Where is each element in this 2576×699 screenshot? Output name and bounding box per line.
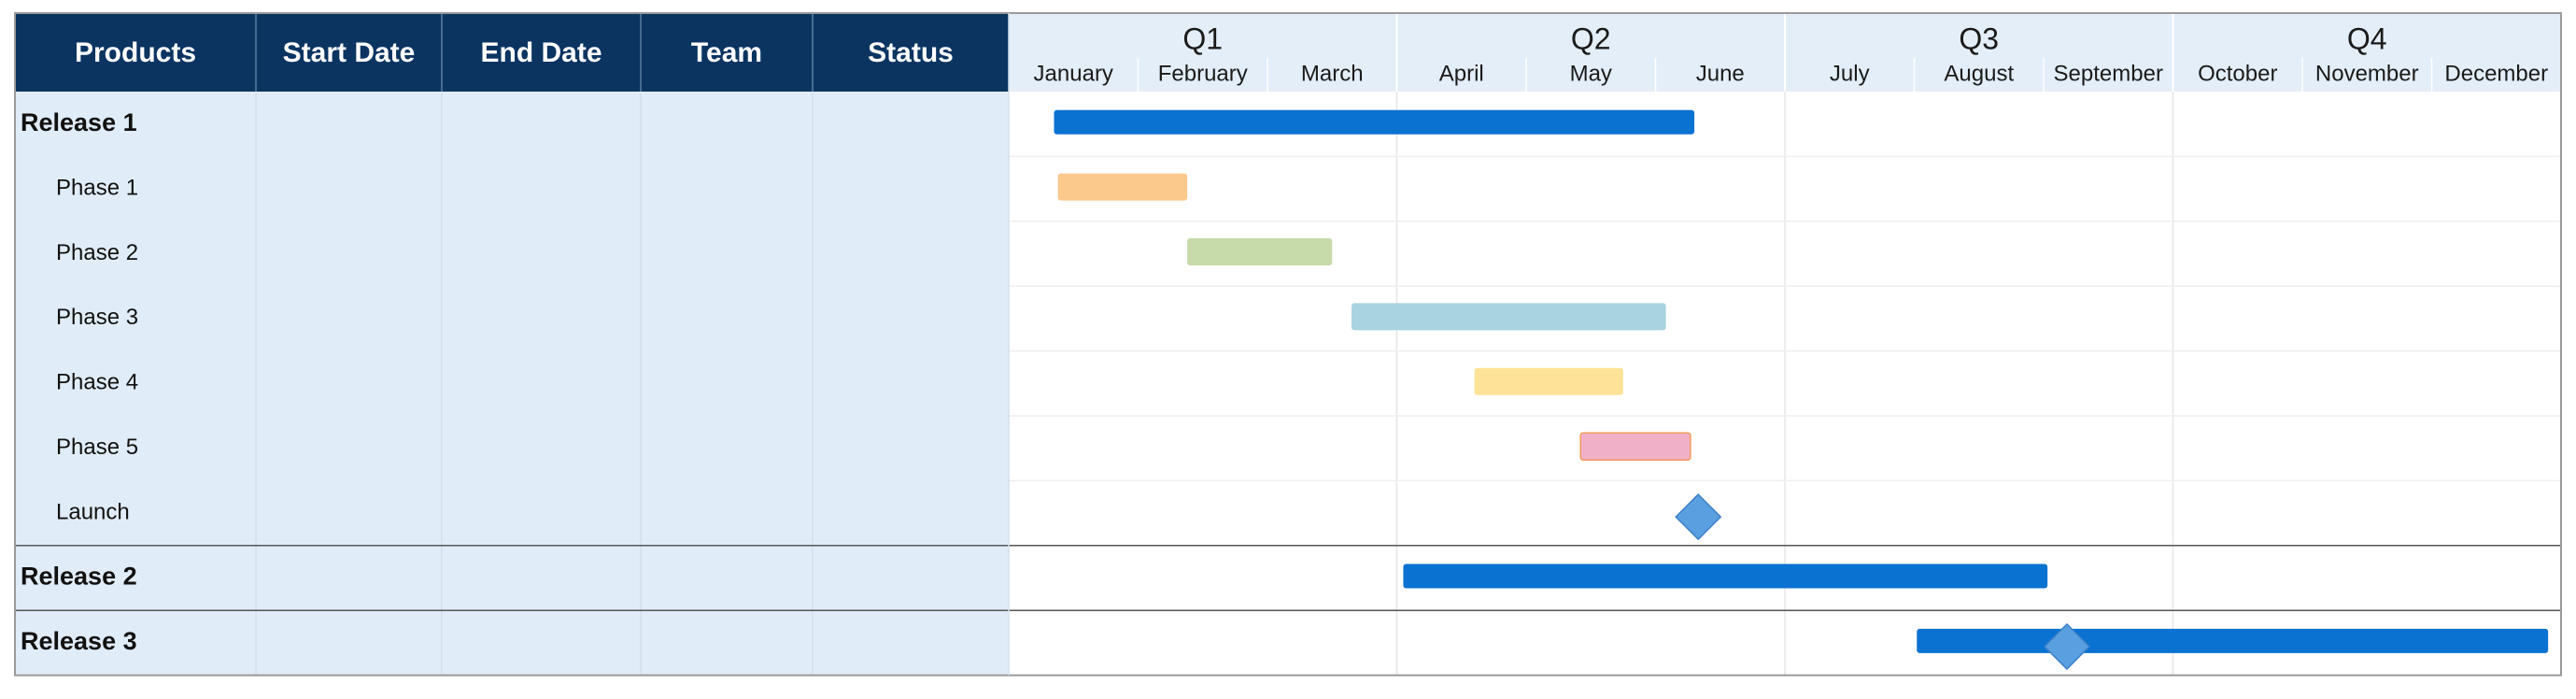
column-header-end-date: End Date [480,37,602,68]
column-header-products: Products [75,37,196,68]
row-label-phase-2: Phase 2 [56,240,138,265]
quarter-label-q3: Q3 [1959,21,1999,55]
column-header-start-date: Start Date [283,37,416,68]
row-label-release-3: Release 3 [21,627,137,655]
quarter-label-q1: Q1 [1182,21,1223,55]
month-label-june: June [1696,61,1745,86]
gantt-bar-phase-5[interactable] [1579,432,1691,461]
column-header-status: Status [868,37,954,68]
milestone-marker-release-3[interactable] [2043,622,2090,670]
month-label-september: September [2054,61,2163,86]
month-label-january: January [1034,61,1113,86]
row-label-phase-3: Phase 3 [56,305,138,330]
gantt-bar-phase-2[interactable] [1187,238,1333,265]
row-label-release-1: Release 1 [21,108,137,136]
row-label-phase-4: Phase 4 [56,370,138,395]
row-label-phase-1: Phase 1 [56,175,138,200]
month-label-august: August [1944,61,2014,86]
gantt-bar-release-3[interactable] [1917,628,2549,653]
gantt-bar-phase-4[interactable] [1474,367,1623,395]
month-label-october: October [2198,61,2277,86]
month-label-may: May [1570,61,1612,86]
month-label-march: March [1301,61,1364,86]
table-body-background [15,92,1009,676]
column-header-team: Team [691,37,762,68]
quarter-label-q4: Q4 [2347,21,2387,55]
month-label-july: July [1830,61,1870,86]
gantt-bar-phase-3[interactable] [1352,303,1666,331]
row-label-release-2: Release 2 [21,563,137,591]
table-header-background [15,13,1009,92]
row-label-launch: Launch [56,499,130,524]
month-label-february: February [1158,61,1248,86]
quarter-label-q2: Q2 [1571,21,1611,55]
month-label-december: December [2444,61,2548,86]
chart-border [14,12,2562,677]
milestone-marker-launch[interactable] [1675,493,1722,541]
gantt-bar-phase-1[interactable] [1057,173,1188,201]
month-label-november: November [2315,61,2419,86]
month-label-april: April [1439,61,1484,86]
gantt-bar-release-2[interactable] [1403,563,2048,589]
gantt-bar-release-1[interactable] [1054,109,1695,135]
row-label-phase-5: Phase 5 [56,435,138,460]
